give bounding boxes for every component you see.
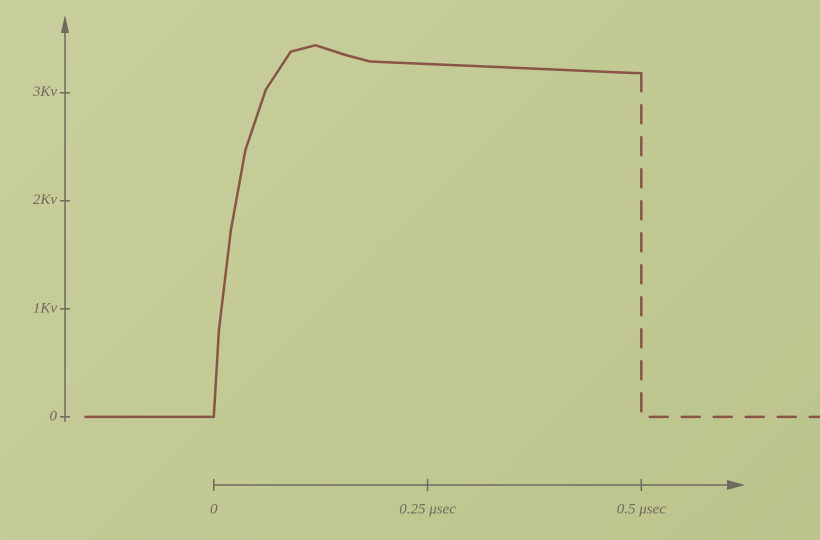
y-tick-label: 0 bbox=[50, 408, 58, 424]
x-tick-label: 0.25 μsec bbox=[399, 501, 456, 517]
line-series bbox=[86, 45, 642, 417]
y-tick-label: 2Kv bbox=[33, 192, 58, 208]
y-tick-label: 1Kv bbox=[33, 300, 58, 316]
x-tick-label: 0.5 μsec bbox=[617, 501, 667, 517]
y-tick-label: 3Kv bbox=[32, 84, 58, 100]
line-series bbox=[641, 73, 820, 417]
x-tick-label: 0 bbox=[210, 501, 218, 517]
chart: 0 1Kv 2Kv 3Kv 0 0.25 μsec 0.5 μsec bbox=[0, 0, 820, 540]
